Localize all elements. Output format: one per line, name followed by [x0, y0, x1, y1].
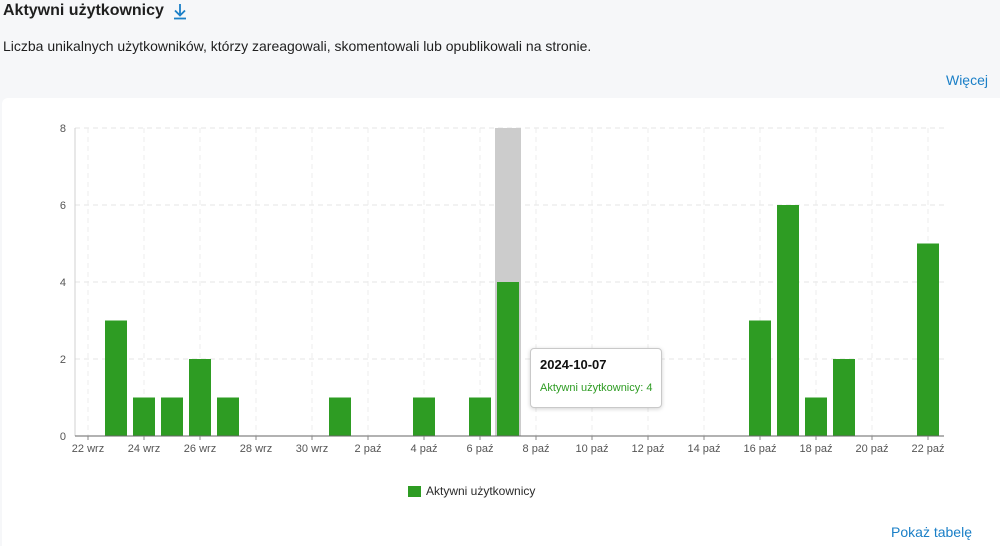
- tooltip-value: Aktywni użytkownicy: 4: [540, 382, 653, 394]
- bar: [105, 320, 127, 436]
- more-link[interactable]: Więcej: [945, 72, 988, 88]
- y-tick-label: 8: [60, 123, 66, 135]
- y-tick-label: 0: [60, 431, 66, 443]
- download-icon[interactable]: [172, 2, 188, 20]
- x-tick-label: 22 wrz: [72, 443, 104, 455]
- y-tick-label: 4: [60, 277, 66, 289]
- bar: [189, 359, 211, 436]
- bar: [749, 320, 771, 436]
- bar: [497, 282, 519, 436]
- x-tick-label: 22 paź: [911, 443, 944, 455]
- bar-chart: 0 2 4 6 8 22 wrz 24 wrz 26 wrz 28 wrz 30 wrz 2 paź…: [60, 123, 945, 455]
- x-tick-label: 28 wrz: [240, 443, 272, 455]
- bar: [833, 359, 855, 436]
- legend-label: Aktywni użytkownicy: [426, 484, 536, 498]
- chart-tooltip: 2024-10-07 Aktywni użytkownicy: 4: [530, 348, 662, 408]
- header: Aktywni użytkownicy: [3, 0, 188, 22]
- x-tick-label: 30 wrz: [296, 443, 328, 455]
- x-tick-label: 12 paź: [631, 443, 664, 455]
- x-tick-label: 26 wrz: [184, 443, 216, 455]
- bar: [469, 397, 491, 436]
- x-tick-label: 2 paź: [355, 443, 382, 455]
- chart-card: 0 2 4 6 8 22 wrz 24 wrz 26 wrz 28 wrz 30 wrz 2 paź…: [2, 98, 1000, 546]
- x-tick-label: 14 paź: [687, 443, 720, 455]
- x-tick-label: 8 paź: [523, 443, 550, 455]
- bar: [217, 397, 239, 436]
- bar: [805, 397, 827, 436]
- x-tick-label: 20 paź: [855, 443, 888, 455]
- chart-description: Liczba unikalnych użytkowników, którzy z…: [3, 38, 592, 54]
- bar: [161, 397, 183, 436]
- x-tick-label: 10 paź: [575, 443, 608, 455]
- legend-swatch: [408, 485, 421, 497]
- x-tick-label: 6 paź: [467, 443, 494, 455]
- tooltip-date: 2024-10-07: [540, 357, 607, 372]
- bar: [413, 397, 435, 436]
- chart-legend[interactable]: Aktywni użytkownicy: [408, 484, 535, 498]
- bar: [133, 397, 155, 436]
- show-table-link[interactable]: Pokaż tabelę: [891, 524, 972, 540]
- x-tick-label: 16 paź: [743, 443, 776, 455]
- x-tick-label: 18 paź: [799, 443, 832, 455]
- bar: [329, 397, 351, 436]
- x-tick-label: 4 paź: [411, 443, 438, 455]
- y-tick-label: 6: [60, 200, 66, 212]
- y-tick-label: 2: [60, 354, 66, 366]
- bar: [917, 243, 939, 436]
- page-title: Aktywni użytkownicy: [3, 2, 164, 19]
- bar: [777, 205, 799, 436]
- x-tick-label: 24 wrz: [128, 443, 160, 455]
